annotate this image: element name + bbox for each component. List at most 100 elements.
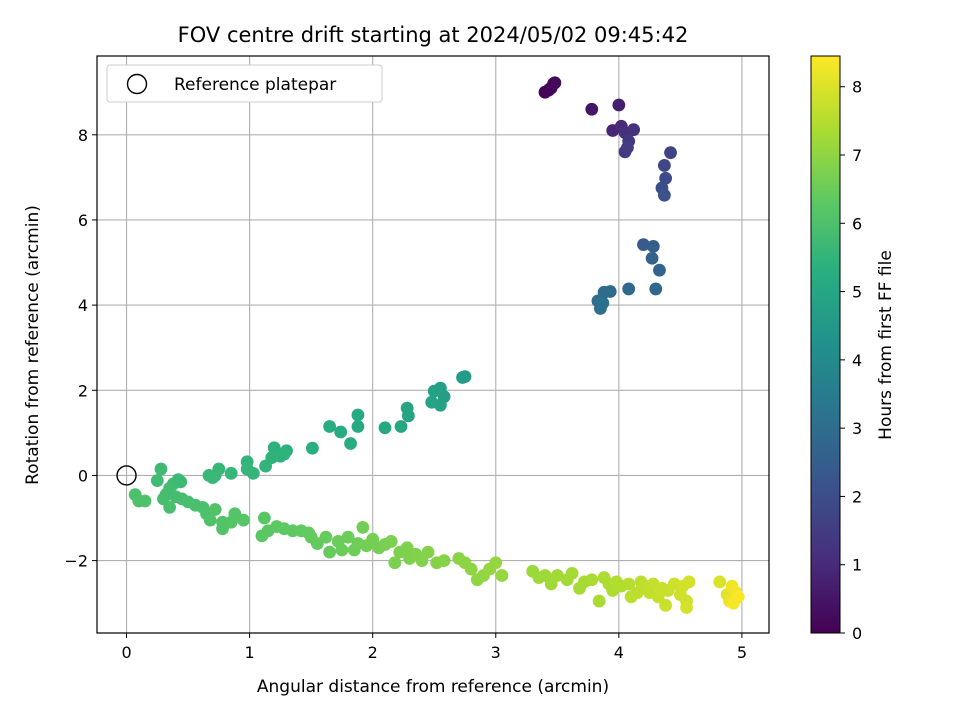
data-point (682, 575, 696, 589)
data-point (627, 123, 641, 137)
colorbar: 0 1 2 3 4 5 6 7 8 Hours from first FF file (810, 55, 896, 643)
plot-frame (96, 55, 770, 634)
x-axis-label: Angular distance from reference (arcmin) (257, 677, 609, 697)
data-point (341, 530, 355, 544)
data-point (202, 469, 216, 482)
x-axis-ticks: 0 1 2 3 4 5 (121, 633, 747, 662)
data-point (240, 462, 254, 476)
data-point (237, 513, 250, 527)
legend: Reference platepar (106, 64, 383, 103)
colorbar-ticks: 0 1 2 3 4 5 6 7 8 (840, 78, 862, 643)
colorbar-tick-label: 1 (852, 556, 862, 575)
data-point (657, 159, 671, 172)
data-point (548, 76, 562, 90)
chart-title: FOV centre drift starting at 2024/05/02 … (178, 23, 689, 47)
data-point (334, 425, 348, 439)
reference-platepar-marker (116, 465, 137, 486)
x-tick-label: 2 (368, 643, 378, 662)
data-point (585, 573, 599, 587)
data-point (351, 408, 365, 422)
data-points (128, 76, 745, 614)
data-point (224, 515, 238, 529)
data-point (425, 395, 439, 409)
data-point (637, 238, 650, 252)
colorbar-tick-label: 0 (852, 624, 862, 643)
colorbar-tick-label: 6 (852, 214, 862, 233)
data-point (378, 421, 392, 435)
plot-area: 0 1 2 3 4 5 −2 0 2 4 6 8 (64, 55, 770, 662)
x-tick-label: 0 (121, 643, 131, 662)
data-point (305, 441, 319, 455)
data-point (596, 296, 610, 310)
data-point (621, 141, 634, 154)
data-point (659, 598, 673, 612)
data-point (427, 384, 441, 398)
data-point (550, 569, 564, 582)
data-point (421, 545, 435, 559)
data-point (335, 543, 349, 557)
data-point (713, 575, 727, 589)
data-point (154, 462, 168, 476)
data-point (319, 530, 333, 544)
reference-marker (116, 465, 137, 486)
y-tick-label: 4 (78, 296, 88, 315)
colorbar-tick-label: 5 (852, 283, 862, 302)
data-point (394, 420, 408, 433)
data-point (437, 554, 451, 568)
data-point (277, 447, 291, 461)
colorbar-tick-label: 2 (852, 487, 862, 506)
x-tick-label: 4 (614, 643, 624, 662)
data-point (680, 601, 693, 614)
x-tick-label: 1 (245, 643, 255, 662)
data-point (592, 594, 606, 608)
data-point (344, 437, 357, 450)
data-point (384, 535, 398, 548)
y-tick-label: 8 (78, 126, 88, 145)
data-point (208, 503, 222, 516)
colorbar-tick-label: 7 (852, 146, 862, 165)
y-tick-label: 6 (78, 211, 88, 230)
y-tick-label: 2 (78, 381, 88, 400)
data-point (731, 590, 745, 604)
data-point (456, 371, 469, 384)
data-point (401, 409, 415, 423)
colorbar-label: Hours from first FF file (876, 250, 896, 440)
data-point (645, 251, 659, 265)
data-point (323, 420, 337, 433)
data-point (464, 562, 478, 576)
colorbar-tick-label: 4 (852, 351, 862, 370)
data-point (622, 577, 636, 591)
data-point (495, 569, 509, 582)
data-point (203, 513, 217, 527)
data-point (351, 420, 365, 433)
y-tick-label: 0 (78, 466, 88, 485)
data-point (150, 474, 164, 487)
data-point (304, 530, 318, 544)
data-point (259, 459, 273, 473)
colorbar-gradient (810, 55, 841, 634)
legend-marker-icon (126, 73, 148, 95)
x-tick-label: 5 (737, 643, 747, 662)
data-point (489, 556, 503, 570)
data-point (138, 494, 152, 508)
data-point (565, 566, 579, 580)
data-point (257, 511, 271, 525)
legend-box (106, 64, 383, 103)
data-point (585, 102, 599, 116)
legend-entry-reference-platepar: Reference platepar (174, 75, 336, 95)
data-point (653, 263, 666, 277)
colorbar-tick-label: 8 (852, 78, 862, 97)
data-point (163, 500, 177, 514)
data-point (356, 520, 370, 534)
data-point (323, 545, 337, 559)
data-point (657, 188, 671, 202)
data-point (388, 556, 402, 570)
data-point (649, 282, 663, 296)
plot-background (97, 56, 769, 633)
y-axis-label: Rotation from reference (arcmin) (23, 205, 43, 485)
y-axis-ticks: −2 0 2 4 6 8 (64, 126, 97, 571)
x-tick-label: 3 (491, 643, 501, 662)
data-point (224, 466, 238, 480)
data-point (659, 171, 673, 185)
